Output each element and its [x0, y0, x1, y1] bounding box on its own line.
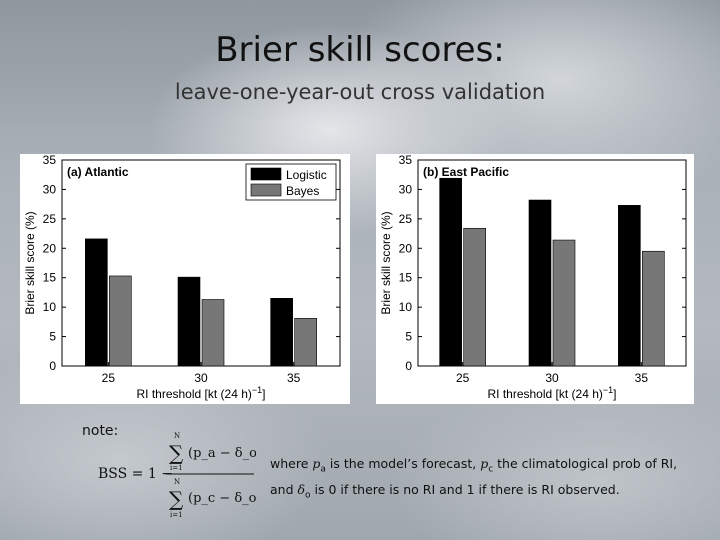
- atlantic-ytick-label: 5: [49, 330, 56, 344]
- explain-text-4: is 0 if there is no RI and 1 if there is…: [310, 481, 620, 497]
- note-label: note:: [82, 423, 119, 439]
- formula-sum-sign-top: ∑: [169, 441, 184, 465]
- atlantic-bar-bayes: [294, 318, 317, 367]
- east-pacific-bar-bayes: [552, 239, 576, 367]
- atlantic-legend-swatch-logistic: [250, 167, 282, 181]
- explain-text-3: the climatological prob of RI, and: [270, 456, 678, 497]
- east-pacific-bar-bayes: [642, 250, 665, 367]
- atlantic-bar-bayes: [109, 275, 132, 367]
- chart-east-pacific: 0 5 10 15 20 25 30 35 25 30 35 (b) East Pacific RI t…: [376, 153, 694, 404]
- atlantic-bar-bayes: [201, 299, 225, 367]
- slide-subtitle: leave-one-year-out cross validation: [174, 80, 546, 104]
- east-pacific-ytick-label: 5: [405, 330, 412, 344]
- east-pacific-xlabel-main: RI threshold [kt (24 h): [488, 387, 603, 401]
- east-pacific-ytick-label: 25: [399, 212, 413, 226]
- explain-delta: δ: [297, 481, 306, 497]
- formula-sum-bottom-i: i=1: [170, 464, 183, 472]
- atlantic-xtick-label: 25: [102, 371, 116, 385]
- slide-title: Brier skill scores:: [215, 30, 505, 70]
- atlantic-xlabel-sup: −1: [252, 385, 262, 395]
- explain-pc: p: [480, 456, 489, 471]
- formula-sum-sign-bottom: ∑: [169, 487, 184, 511]
- atlantic-bar-logistic: [270, 298, 293, 367]
- atlantic-ytick-label: 35: [43, 154, 57, 167]
- formula-sum-top-n: N: [174, 432, 180, 440]
- chart-east-pacific-svg: 0 5 10 15 20 25 30 35 25 30 35 (b) East Pacific RI t…: [379, 153, 687, 401]
- atlantic-bar-logistic: [177, 276, 201, 367]
- east-pacific-xtick-label: 25: [456, 371, 470, 385]
- atlantic-ytick-label: 10: [43, 300, 57, 314]
- east-pacific-xtick-label: 30: [545, 371, 559, 385]
- explain-text-2: is the model’s forecast,: [325, 456, 481, 471]
- atlantic-legend-label-bayes: Bayes: [286, 184, 319, 198]
- east-pacific-ytick-label: 35: [399, 154, 413, 167]
- east-pacific-ylabel: Brier skill score (%): [379, 211, 393, 314]
- east-pacific-ytick-label: 10: [399, 300, 413, 314]
- east-pacific-bar-logistic: [439, 177, 462, 367]
- east-pacific-bar-logistic: [528, 199, 552, 367]
- east-pacific-ytick-label: 20: [399, 241, 413, 255]
- explain-text-1: where: [270, 456, 313, 471]
- formula-numerator: (p_a − δ_o)²: [188, 446, 256, 461]
- east-pacific-xlabel-end: ]: [613, 387, 616, 401]
- atlantic-legend-swatch-bayes: [250, 183, 282, 197]
- east-pacific-xlabel-sup: −1: [603, 385, 613, 395]
- chart-atlantic: 0 5 10 15 20 25 30 35 25 30 35 (a) Atlantic RI thres…: [20, 153, 350, 404]
- atlantic-ytick-label: 0: [49, 359, 56, 373]
- atlantic-xtick-label: 35: [287, 371, 301, 385]
- east-pacific-ytick-label: 0: [405, 359, 412, 373]
- chart-atlantic-svg: 0 5 10 15 20 25 30 35 25 30 35 (a) Atlantic RI thres…: [23, 153, 341, 401]
- east-pacific-ytick-label: 30: [399, 182, 413, 196]
- explain-pa: p: [312, 456, 321, 471]
- atlantic-xlabel: RI threshold [kt (24 h)−1]: [137, 385, 266, 401]
- east-pacific-bar-logistic: [618, 205, 641, 367]
- explain-pa-sub: a: [320, 464, 326, 475]
- bss-formula: BSS = 1 − N ∑ i=1 (p_a − δ_o)² N ∑ i=1 (…: [98, 432, 256, 519]
- atlantic-xtick-label: 30: [194, 371, 208, 385]
- atlantic-xlabel-main: RI threshold [kt (24 h): [137, 387, 252, 401]
- atlantic-ylabel: Brier skill score (%): [23, 211, 37, 314]
- atlantic-ytick-label: 20: [43, 241, 57, 255]
- atlantic-panel-label: (a) Atlantic: [67, 165, 129, 179]
- east-pacific-xtick-label: 35: [635, 371, 649, 385]
- formula-sum-bottom-n: N: [174, 478, 180, 486]
- atlantic-legend-label-logistic: Logistic: [286, 168, 327, 182]
- east-pacific-ytick-label: 15: [399, 271, 413, 285]
- explain-pc-sub: c: [488, 464, 494, 475]
- atlantic-ytick-label: 30: [43, 182, 57, 196]
- atlantic-ytick-label: 25: [43, 212, 57, 226]
- atlantic-bar-logistic: [85, 238, 108, 367]
- atlantic-ytick-label: 15: [43, 271, 57, 285]
- atlantic-xlabel-end: ]: [262, 387, 265, 401]
- formula-explanation: where pa is the model’s forecast, pc the…: [270, 454, 690, 505]
- east-pacific-bar-bayes: [463, 227, 486, 367]
- explain-delta-sub: o: [305, 490, 311, 500]
- east-pacific-xlabel: RI threshold [kt (24 h)−1]: [488, 385, 617, 401]
- formula-lhs: BSS = 1 −: [98, 466, 173, 482]
- formula-denominator: (p_c − δ_o)²: [188, 491, 256, 506]
- formula-sum-bottom-i2: i=1: [170, 511, 183, 519]
- east-pacific-panel-label: (b) East Pacific: [423, 165, 509, 179]
